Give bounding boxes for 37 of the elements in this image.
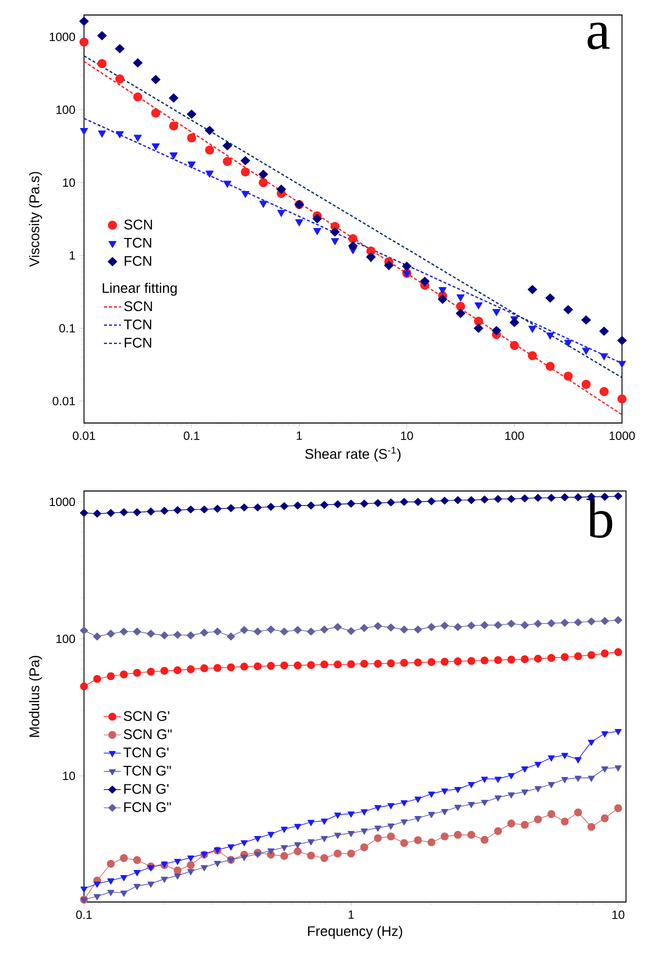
y-tick-label: 1 <box>70 251 75 260</box>
y-axis-title: Viscosity (Pa.s) <box>29 172 42 267</box>
y-tick-label: 0.01 <box>52 396 75 406</box>
annotation: b <box>586 498 612 538</box>
y-tick-label: 1000 <box>50 498 76 506</box>
legend-label: TCN G' <box>123 748 168 758</box>
legend-label: SCN G" <box>124 729 172 740</box>
x-tick-label: 1000 <box>610 432 635 440</box>
y-tick-label: 10 <box>63 178 76 187</box>
x-tick-label: 0.1 <box>76 910 92 919</box>
legend-label: SCN G' <box>124 711 170 721</box>
legend-label: TCN <box>124 238 152 248</box>
x-tick-label: 100 <box>505 432 524 440</box>
y-tick-label: 0.1 <box>59 324 75 332</box>
x-axis-title: Frequency (Hz) <box>308 926 402 939</box>
legend-title: Linear fitting <box>102 282 177 296</box>
y-tick-label: 100 <box>56 634 76 644</box>
legend-label: SCN <box>124 220 152 230</box>
legend-label: TCN G" <box>123 766 171 776</box>
x-tick-label: 0.1 <box>184 432 200 440</box>
legend-label: FCN <box>124 256 152 266</box>
x-tick-label: 10 <box>612 910 624 919</box>
legend-label: FCN G" <box>124 802 171 812</box>
x-tick-label: 0.01 <box>72 432 96 440</box>
x-axis-title: Shear rate (S$^{-1}$) <box>305 446 401 462</box>
x-tick-label: 1 <box>348 910 354 919</box>
y-axis-title: Modulus (Pa) <box>29 656 42 737</box>
y-tick-label: 100 <box>56 106 76 114</box>
x-tick-label: 10 <box>401 432 413 440</box>
legend-label: FCN G' <box>124 784 168 794</box>
legend-label: SCN <box>124 301 152 312</box>
legend-label: TCN <box>124 320 152 330</box>
y-tick-label: 1000 <box>50 32 76 42</box>
legend-label: FCN <box>124 338 152 348</box>
annotation: a <box>588 22 610 50</box>
y-tick-label: 10 <box>63 772 76 780</box>
x-tick-label: 1 <box>296 432 302 440</box>
